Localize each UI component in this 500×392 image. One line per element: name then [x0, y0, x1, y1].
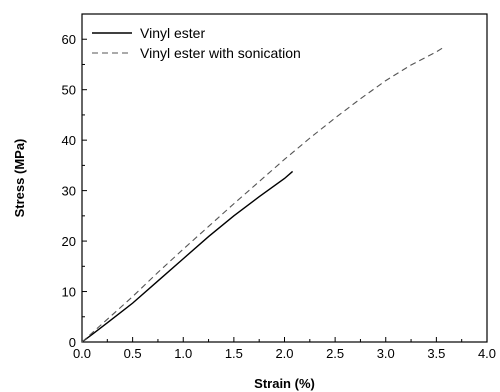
x-axis: 0.0 0.5 1.0 1.5 2.0 2.5 3.0 3.5 4.0: [73, 337, 496, 361]
x-tick-label: 1.5: [225, 346, 243, 361]
x-tick-label: 0.0: [73, 346, 91, 361]
legend: Vinyl ester Vinyl ester with sonication: [92, 25, 301, 61]
x-tick-label: 1.0: [174, 346, 192, 361]
y-tick-label: 30: [62, 184, 76, 199]
series-layer: [81, 46, 445, 343]
x-tick-label: 3.0: [377, 346, 395, 361]
x-tick-label: 2.5: [326, 346, 344, 361]
x-tick-label: 2.0: [275, 346, 293, 361]
legend-label-0: Vinyl ester: [140, 25, 205, 41]
x-axis-title: Strain (%): [254, 376, 315, 391]
series-line-0: [81, 170, 294, 343]
y-tick-label: 0: [69, 335, 76, 350]
y-tick-label: 10: [62, 285, 76, 300]
y-tick-label: 20: [62, 234, 76, 249]
legend-label-1: Vinyl ester with sonication: [140, 45, 301, 61]
y-tick-label: 50: [62, 83, 76, 98]
y-tick-label: 40: [62, 133, 76, 148]
y-tick-label: 60: [62, 32, 76, 47]
y-axis: 0 10 20 30 40 50 60: [62, 32, 87, 350]
series-line-1: [81, 46, 445, 343]
x-tick-label: 0.5: [124, 346, 142, 361]
x-tick-label: 4.0: [478, 346, 496, 361]
y-axis-title: Stress (MPa): [12, 139, 27, 218]
x-tick-label: 3.5: [427, 346, 445, 361]
